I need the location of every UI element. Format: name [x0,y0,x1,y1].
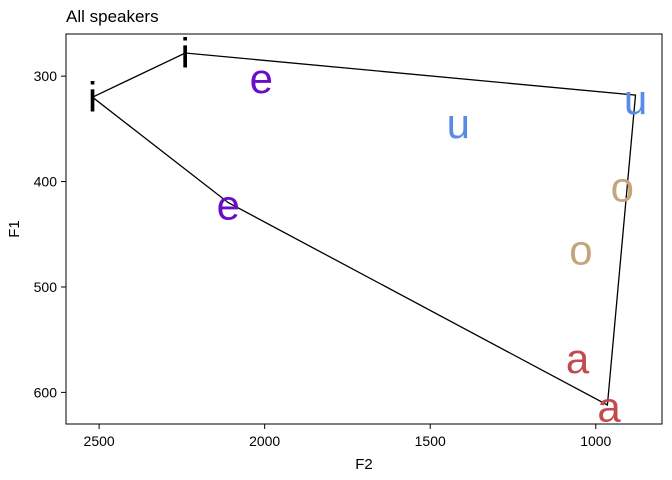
y-axis-title: F1 [6,220,23,238]
x-tick-label: 2000 [249,433,280,449]
plot-border [65,33,663,425]
x-tick-label: 1500 [415,433,446,449]
vowel-space-polygon [91,52,637,407]
y-axis: 300 400 500 600 [34,68,66,400]
y-tick-label: 600 [34,384,58,400]
vowel-point-i: i [181,29,190,76]
vowel-point-u: u [447,100,470,147]
vowel-point-a: a [597,384,621,431]
x-axis-title: F2 [355,456,373,473]
chart-title: All speakers [66,7,159,26]
x-tick-label: 1000 [580,433,611,449]
vowel-point-o: o [611,163,634,210]
vowel-point-e: e [250,55,273,102]
x-tick-label: 2500 [84,433,115,449]
vowel-point-u: u [624,76,647,123]
vowel-point-a: a [566,335,590,382]
y-tick-label: 500 [34,279,58,295]
vowel-point-i: i [88,74,97,121]
vowel-point-o: o [569,227,592,274]
vowel-point-e: e [217,181,240,228]
x-axis: 2500 2000 1500 1000 [84,424,612,449]
y-tick-label: 400 [34,174,58,190]
y-tick-label: 300 [34,68,58,84]
